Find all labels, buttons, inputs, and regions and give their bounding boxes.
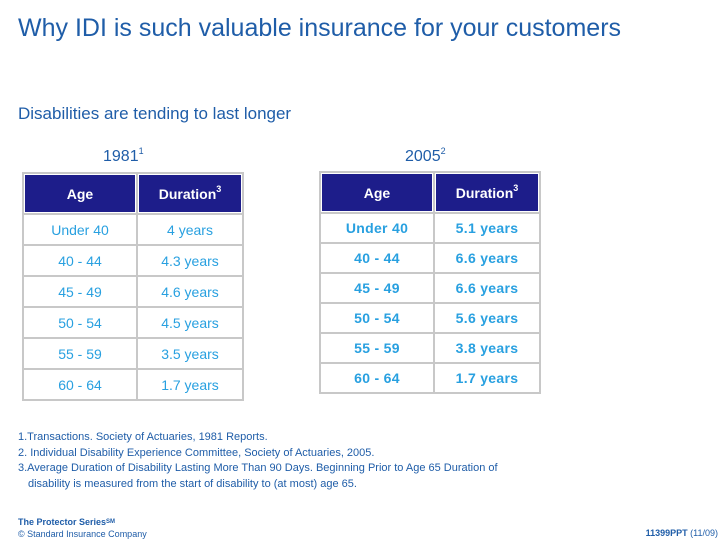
copyright: © Standard Insurance Company [18,529,147,539]
document-code: 11399PPT (11/09) [646,528,718,538]
header-duration-label: Duration [158,185,217,202]
footnote-2: 2. Individual Disability Experience Comm… [18,446,375,459]
footer-branding: The Protector SeriesSM © Standard Insura… [18,516,147,540]
year-2005-text: 2005 [405,148,441,165]
table-row: 45 - 49 6.6 years [321,274,539,302]
table-row: 60 - 64 1.7 years [321,364,539,392]
age-cell: Under 40 [321,214,433,242]
header-age-label: Age [66,185,94,202]
series-name: The Protector SeriesSM [18,516,147,528]
table-2005: Age Duration3 Under 40 5.1 years 40 - 44 6.… [319,171,541,394]
footnote-1: 1.Transactions. Society of Actuaries, 19… [18,431,268,443]
age-cell: 50 - 54 [24,308,136,337]
table-row: 40 - 44 4.3 years [24,246,242,275]
header-duration: Duration3 [435,173,539,212]
table-1981: Age Duration3 Under 40 4 years 40 - 44 4.3 … [22,172,244,401]
footnotes: 1.Transactions. Society of Actuaries, 19… [18,430,498,492]
header-age: Age [24,174,136,213]
slide-subtitle: Disabilities are tending to last longer [18,104,292,123]
table-row: 45 - 49 4.6 years [24,277,242,306]
header-duration: Duration3 [138,174,242,213]
table-row: Under 40 5.1 years [321,214,539,242]
document-code-date: (11/09) [690,528,718,538]
duration-cell: 1.7 years [435,364,539,392]
table-row: 55 - 59 3.5 years [24,339,242,368]
document-code-number: 11399PPT [645,528,688,538]
duration-cell: 6.6 years [435,244,539,272]
duration-cell: 3.8 years [435,334,539,362]
table-row: 50 - 54 4.5 years [24,308,242,337]
duration-cell: 4.5 years [138,308,242,337]
header-duration-footnote-ref: 3 [216,183,222,194]
age-cell: 50 - 54 [321,304,433,332]
footnote-3: 3.Average Duration of Disability Lasting… [18,462,498,474]
age-cell: 45 - 49 [321,274,433,302]
duration-cell: 4.6 years [138,277,242,306]
duration-cell: 5.6 years [435,304,539,332]
year-1981-label: 19811 [103,146,144,166]
duration-cell: 5.1 years [435,214,539,242]
footnote-3-continued: disability is measured from the start of… [28,477,357,490]
duration-cell: 4.3 years [138,246,242,275]
year-1981-footnote-ref: 1 [138,146,144,156]
table-row: 60 - 64 1.7 years [24,370,242,399]
table-row: Under 40 4 years [24,215,242,244]
duration-cell: 6.6 years [435,274,539,302]
age-cell: 60 - 64 [24,370,136,399]
service-mark: SM [106,519,116,525]
age-cell: 55 - 59 [321,334,433,362]
year-1981-text: 1981 [103,148,139,165]
year-2005-label: 20052 [405,146,446,166]
age-cell: 40 - 44 [321,244,433,272]
header-age-label: Age [363,184,391,201]
slide-title: Why IDI is such valuable insurance for y… [18,14,622,42]
age-cell: 45 - 49 [24,277,136,306]
header-duration-footnote-ref: 3 [513,182,519,193]
duration-cell: 1.7 years [138,370,242,399]
table-row: 40 - 44 6.6 years [321,244,539,272]
header-age: Age [321,173,433,212]
year-2005-footnote-ref: 2 [440,146,446,156]
age-cell: 60 - 64 [321,364,433,392]
age-cell: 55 - 59 [24,339,136,368]
series-name-text: The Protector Series [18,517,107,527]
duration-cell: 3.5 years [138,339,242,368]
table-row: 50 - 54 5.6 years [321,304,539,332]
age-cell: 40 - 44 [24,246,136,275]
duration-cell: 4 years [138,215,242,244]
age-cell: Under 40 [24,215,136,244]
header-duration-label: Duration [455,184,514,201]
table-row: 55 - 59 3.8 years [321,334,539,362]
